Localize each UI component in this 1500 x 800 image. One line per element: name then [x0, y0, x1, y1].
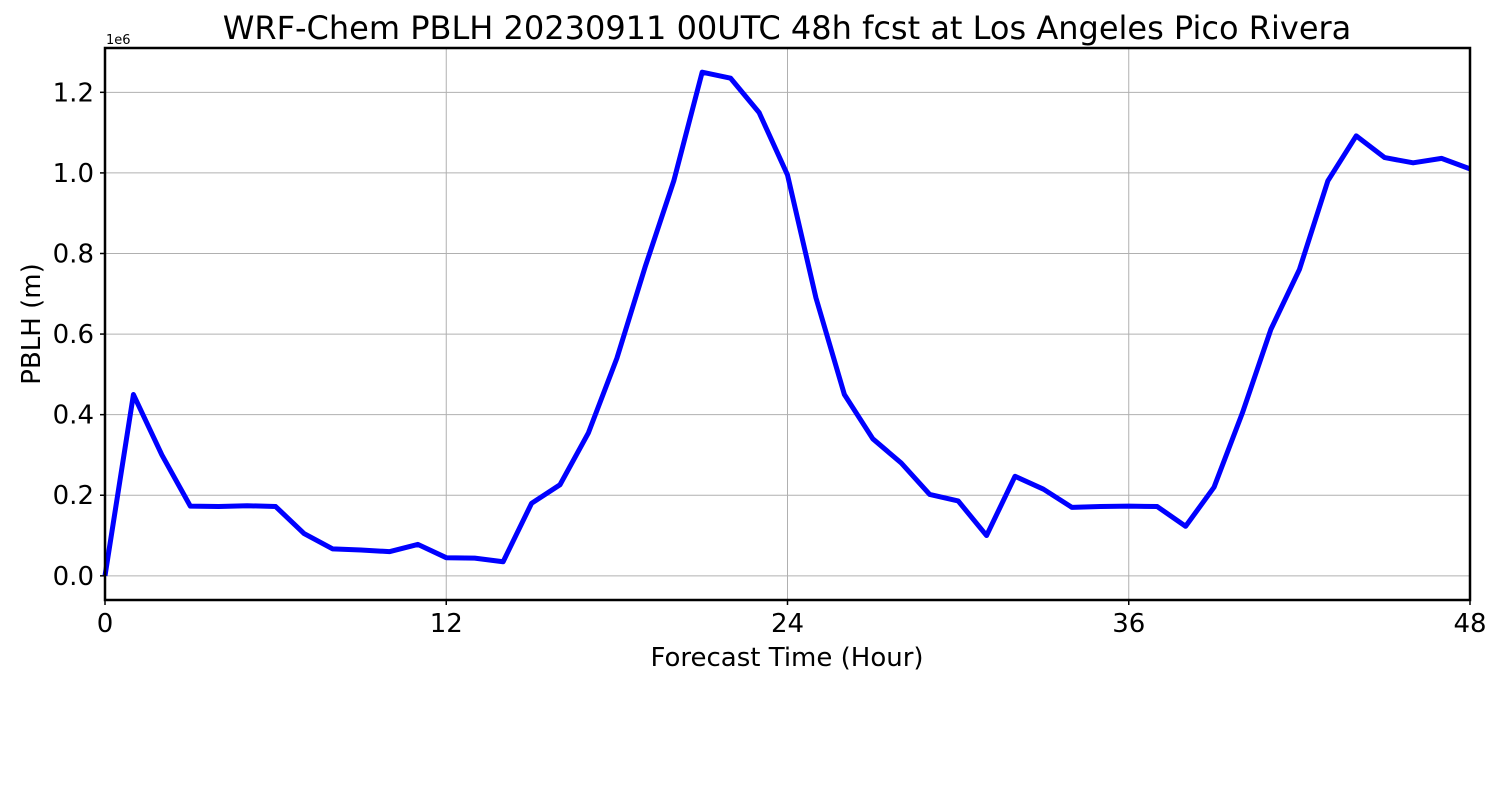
pblh-series-line	[102, 69, 1471, 577]
y-tick-label: 0.6	[53, 320, 94, 350]
x-tick-label: 0	[97, 609, 114, 639]
y-tick-label: 0.2	[53, 481, 94, 511]
x-tick-label: 36	[1112, 609, 1145, 639]
y-axis-label: PBLH (m)	[17, 263, 47, 384]
y-tick-label: 0.4	[53, 401, 94, 431]
grid-lines	[104, 48, 1471, 600]
x-axis-label: Forecast Time (Hour)	[650, 643, 923, 673]
y-tick-label: 0.0	[53, 562, 94, 592]
x-tick-label: 48	[1453, 609, 1486, 639]
x-tick-label: 24	[771, 609, 804, 639]
axis-ticks: 0 12 24 36 48 0.0 0.2 0.4 0.6 0.8 1.0 1.2	[53, 78, 1487, 639]
chart-title: WRF-Chem PBLH 20230911 00UTC 48h fcst at…	[223, 9, 1352, 47]
y-tick-label: 0.8	[53, 239, 94, 269]
y-tick-label: 1.0	[53, 159, 94, 189]
x-tick-label: 12	[430, 609, 463, 639]
y-tick-label: 1.2	[53, 78, 94, 108]
y-offset-text: 1e6	[106, 33, 131, 48]
series-layer	[102, 69, 1471, 577]
